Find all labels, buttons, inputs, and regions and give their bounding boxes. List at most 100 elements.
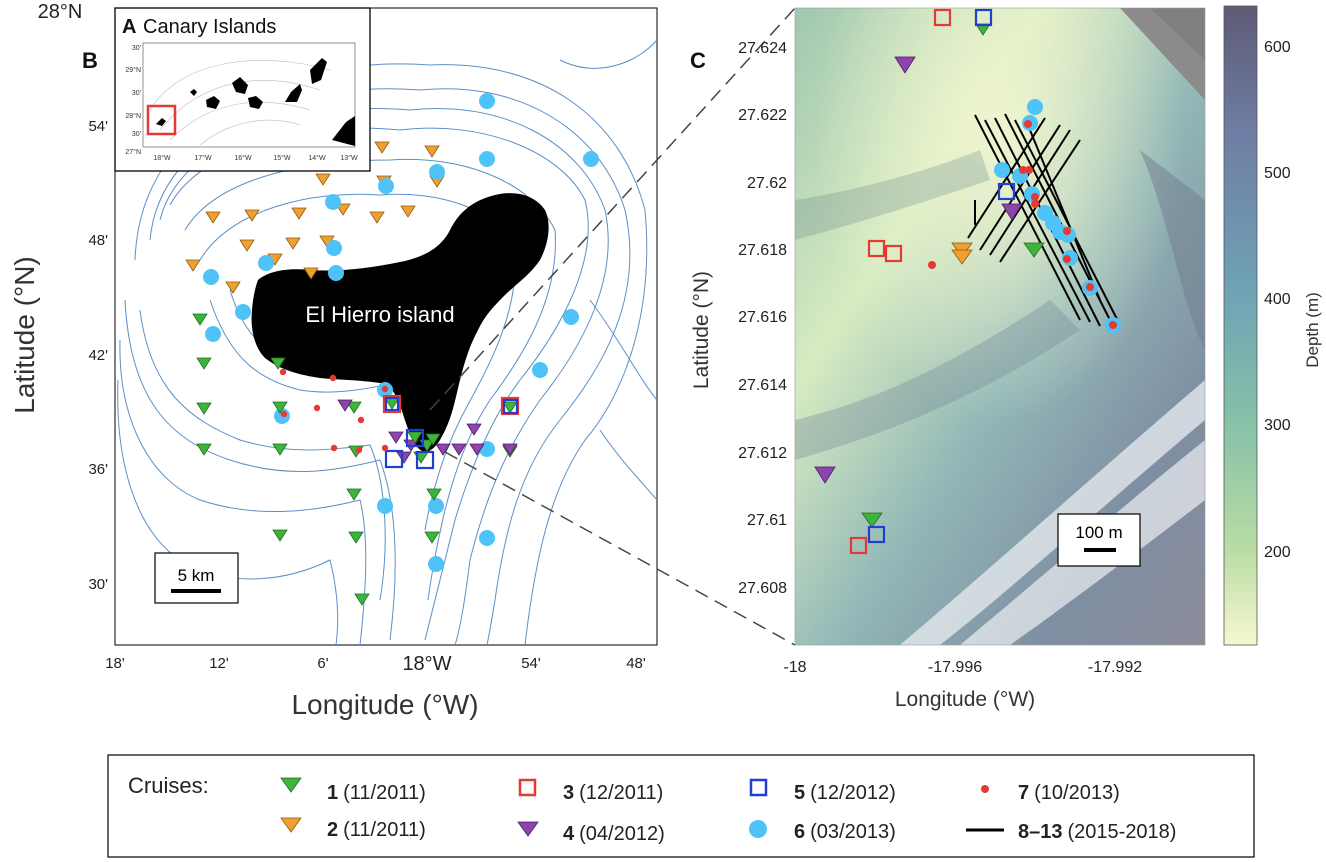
el-hierro-highlight	[146, 104, 177, 136]
cruise-7-stations-c	[928, 120, 1117, 329]
station-c2	[285, 237, 301, 250]
map-c-y-ticks: 27.624 27.622 27.62 27.618 27.616 27.614…	[738, 40, 787, 597]
cruise-7-stations	[279, 368, 389, 454]
map-c: 100 m C 27.624 27.622 27.62 27.618 27.61…	[690, 5, 1322, 711]
station-c2	[244, 209, 260, 222]
station-c7	[355, 446, 363, 454]
station-c2	[374, 141, 390, 154]
station-c3	[382, 394, 402, 414]
station-c2	[424, 145, 440, 158]
legend: Cruises: 1 (11/2011) 2 (11/2011) 3 (12/2011…	[107, 754, 1255, 858]
station-c2	[315, 173, 331, 186]
cruise-stations-b	[185, 93, 599, 606]
station-c4	[451, 443, 467, 456]
station-c4	[388, 431, 404, 444]
station-c1	[346, 488, 362, 501]
station-c2	[205, 211, 221, 224]
station-c6	[479, 441, 495, 457]
map-c-frame	[794, 7, 1206, 646]
svg-text:30': 30'	[132, 131, 141, 138]
svg-text:27.62: 27.62	[747, 175, 787, 192]
legend-symbol-2	[280, 817, 302, 833]
inset-title: Canary Islands	[143, 16, 276, 38]
station-c7	[357, 416, 365, 424]
svg-text:27.624: 27.624	[738, 40, 787, 57]
cruise-1-stations-c	[861, 23, 1045, 528]
cruise-5-stations-c	[867, 8, 1016, 544]
map-c-ylabel: Latitude (°N)	[690, 271, 713, 389]
station-c1	[354, 593, 370, 606]
y-tick: 30'	[88, 576, 108, 593]
legend-symbol-7	[981, 785, 989, 793]
station-c1	[346, 401, 362, 414]
station-c6	[325, 194, 341, 210]
station-c6	[203, 269, 219, 285]
svg-text:28°N: 28°N	[125, 112, 141, 120]
station-c2	[185, 259, 201, 272]
map-c-x-ticks: -18 -17.996 -17.992	[783, 659, 1142, 676]
svg-text:500: 500	[1264, 165, 1291, 182]
svg-text:16°W: 16°W	[234, 154, 252, 162]
svg-text:300: 300	[1264, 417, 1291, 434]
svg-text:27.616: 27.616	[738, 309, 787, 326]
svg-text:15°W: 15°W	[273, 154, 291, 162]
station-c4	[337, 399, 353, 412]
map-b-xlabel: Longitude (°W)	[291, 689, 478, 720]
inset-el-hierro	[156, 118, 166, 126]
station-c2	[369, 211, 385, 224]
zoom-connectors	[429, 7, 796, 646]
svg-text:27.622: 27.622	[738, 107, 787, 124]
station-c6	[532, 362, 548, 378]
map-b-x-ticks: 18' 12' 6' 18°W 54' 48'	[105, 653, 646, 675]
legend-item-2: 2 (11/2011)	[327, 819, 426, 841]
station-c6	[429, 164, 445, 180]
el-hierro-island	[251, 193, 549, 452]
legend-symbol-6	[749, 820, 767, 838]
legend-item-1: 1 (11/2011)	[327, 782, 426, 804]
station-c1	[426, 488, 442, 501]
colorbar-ticks: 600 500 400 300 200	[1264, 39, 1291, 561]
station-c6	[235, 304, 251, 320]
legend-box	[107, 754, 1255, 858]
svg-text:200: 200	[1264, 544, 1291, 561]
station-c1	[425, 433, 441, 446]
legend-title: Cruises:	[128, 773, 209, 798]
legend-item-5: 5 (12/2012)	[794, 782, 896, 804]
legend-item-3: 3 (12/2011)	[563, 782, 663, 804]
station-c6	[428, 556, 444, 572]
map-c-xlabel: Longitude (°W)	[895, 688, 1035, 711]
svg-text:29°N: 29°N	[125, 66, 141, 74]
svg-text:-18: -18	[783, 659, 806, 676]
x-tick: 54'	[521, 655, 541, 672]
legend-symbol-3	[518, 778, 537, 797]
x-tick: 12'	[209, 655, 229, 672]
svg-text:600: 600	[1264, 39, 1291, 56]
svg-text:27°N: 27°N	[125, 148, 141, 156]
station-c1	[272, 443, 288, 456]
station-c7	[381, 444, 389, 452]
cruise-1-stations	[192, 313, 518, 606]
svg-text:14°W: 14°W	[308, 154, 326, 162]
svg-text:27.614: 27.614	[738, 377, 787, 394]
station-c4	[396, 451, 412, 464]
svg-text:27.618: 27.618	[738, 242, 787, 259]
cruise-6-stations-c	[994, 99, 1121, 333]
cruise-5-stations	[384, 396, 519, 470]
station-c1	[272, 401, 288, 414]
station-c5	[405, 428, 425, 448]
x-tick: 18°W	[402, 653, 451, 675]
station-c1	[424, 531, 440, 544]
map-b: El Hierro island	[9, 1, 658, 720]
inset-a: A Canary Islands 18°W 1	[114, 7, 371, 172]
bathymetry-image	[795, 8, 1205, 645]
station-c7	[279, 368, 287, 376]
station-c1	[196, 357, 212, 370]
station-c7	[329, 374, 337, 382]
station-c1	[196, 443, 212, 456]
station-c5	[384, 396, 400, 412]
scale-bar-b: 5 km	[154, 552, 239, 604]
station-c5	[415, 450, 435, 470]
svg-text:400: 400	[1264, 291, 1291, 308]
x-tick: 6'	[317, 655, 328, 672]
